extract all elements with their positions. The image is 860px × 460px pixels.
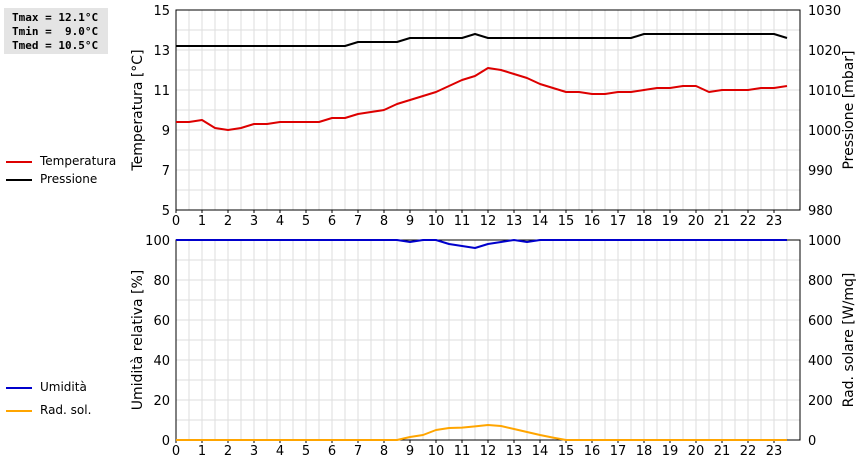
x-tick-label: 22 bbox=[740, 444, 757, 459]
y-left-tick-label: 11 bbox=[153, 84, 170, 99]
tmax-text: Tmax = 12.1°C bbox=[12, 11, 99, 24]
x-tick-label: 20 bbox=[688, 214, 705, 229]
x-tick-label: 1 bbox=[198, 214, 206, 229]
x-tick-label: 21 bbox=[714, 214, 731, 229]
y-right-tick-label: 400 bbox=[808, 354, 833, 369]
y-left-tick-label: 7 bbox=[162, 164, 170, 179]
x-tick-label: 10 bbox=[428, 214, 445, 229]
y-right-tick-label: 1020 bbox=[808, 44, 841, 59]
x-tick-label: 9 bbox=[406, 444, 414, 459]
stats-box: Tmax = 12.1°C Tmin = 9.0°C Tmed = 10.5°C bbox=[4, 8, 108, 54]
y-left-tick-label: 13 bbox=[153, 44, 170, 59]
x-tick-label: 6 bbox=[328, 444, 336, 459]
x-tick-label: 19 bbox=[662, 444, 679, 459]
y-left-tick-label: 40 bbox=[153, 354, 170, 369]
y-right-tick-label: 980 bbox=[808, 204, 833, 219]
x-tick-label: 16 bbox=[584, 214, 601, 229]
y-right-tick-label: 0 bbox=[808, 434, 816, 449]
x-tick-label: 11 bbox=[454, 214, 471, 229]
y-left-tick-label: 15 bbox=[153, 4, 170, 19]
legend-label-pressione: Pressione bbox=[40, 172, 98, 186]
x-tick-label: 17 bbox=[610, 214, 627, 229]
x-tick-label: 23 bbox=[766, 214, 783, 229]
series-line-temperatura bbox=[176, 67, 788, 131]
x-tick-label: 15 bbox=[558, 214, 575, 229]
x-tick-label: 8 bbox=[380, 214, 388, 229]
x-tick-label: 3 bbox=[250, 444, 258, 459]
x-tick-label: 14 bbox=[532, 214, 549, 229]
x-tick-label: 17 bbox=[610, 444, 627, 459]
x-tick-label: 14 bbox=[532, 444, 549, 459]
y-left-axis-label: Umidità relativa [%] bbox=[130, 270, 146, 411]
x-tick-label: 20 bbox=[688, 444, 705, 459]
x-tick-label: 0 bbox=[172, 444, 180, 459]
x-tick-label: 6 bbox=[328, 214, 336, 229]
y-left-tick-label: 20 bbox=[153, 394, 170, 409]
y-right-tick-label: 990 bbox=[808, 164, 833, 179]
y-right-tick-label: 600 bbox=[808, 314, 833, 329]
x-tick-label: 19 bbox=[662, 214, 679, 229]
series-line-pressione bbox=[176, 33, 788, 47]
x-tick-label: 15 bbox=[558, 444, 575, 459]
y-right-tick-label: 1030 bbox=[808, 4, 841, 19]
legend-label-temperatura: Temperatura bbox=[40, 154, 117, 168]
y-right-axis-label: Rad. solare [W/mq] bbox=[841, 273, 857, 408]
y-left-tick-label: 5 bbox=[162, 204, 170, 219]
x-tick-label: 2 bbox=[224, 214, 232, 229]
legend-swatch-temperatura bbox=[6, 161, 32, 163]
x-tick-label: 7 bbox=[354, 214, 362, 229]
y-left-tick-label: 60 bbox=[153, 314, 170, 329]
x-tick-label: 1 bbox=[198, 444, 206, 459]
x-tick-label: 8 bbox=[380, 444, 388, 459]
x-tick-label: 7 bbox=[354, 444, 362, 459]
x-tick-label: 11 bbox=[454, 444, 471, 459]
x-tick-label: 13 bbox=[506, 214, 523, 229]
x-tick-label: 5 bbox=[302, 214, 310, 229]
x-tick-label: 12 bbox=[480, 214, 497, 229]
x-tick-label: 0 bbox=[172, 214, 180, 229]
tmin-text: Tmin = 9.0°C bbox=[12, 25, 99, 38]
x-tick-label: 18 bbox=[636, 214, 653, 229]
legend-swatch-umidita bbox=[6, 387, 32, 389]
tmed-text: Tmed = 10.5°C bbox=[12, 39, 99, 52]
legend-swatch-pressione bbox=[6, 179, 32, 181]
chart-panel-bottom: 0 1 2 3 4 5 6 7 8 9 10 11 12 13 14 15 16 17 18 19 20 21 22 2302… bbox=[130, 234, 857, 459]
x-tick-label: 18 bbox=[636, 444, 653, 459]
y-right-tick-label: 1000 bbox=[808, 124, 841, 139]
x-tick-label: 4 bbox=[276, 214, 284, 229]
y-right-tick-label: 800 bbox=[808, 274, 833, 289]
x-tick-label: 23 bbox=[766, 444, 783, 459]
chart-panel-top: 0 1 2 3 4 5 6 7 8 9 10 11 12 13 14 15 16 17 18 19 20 21 22 2357… bbox=[130, 4, 857, 229]
x-tick-label: 13 bbox=[506, 444, 523, 459]
y-right-tick-label: 1010 bbox=[808, 84, 841, 99]
x-tick-label: 22 bbox=[740, 214, 757, 229]
series-line-umidit bbox=[176, 239, 787, 249]
x-tick-label: 12 bbox=[480, 444, 497, 459]
y-left-tick-label: 0 bbox=[162, 434, 170, 449]
y-left-tick-label: 100 bbox=[145, 234, 170, 249]
x-tick-label: 16 bbox=[584, 444, 601, 459]
x-tick-label: 21 bbox=[714, 444, 731, 459]
x-tick-label: 10 bbox=[428, 444, 445, 459]
y-right-tick-label: 200 bbox=[808, 394, 833, 409]
series-line-rad-sol bbox=[176, 424, 787, 441]
y-left-axis-label: Temperatura [°C] bbox=[130, 49, 146, 171]
y-left-tick-label: 80 bbox=[153, 274, 170, 289]
x-tick-label: 5 bbox=[302, 444, 310, 459]
x-tick-label: 3 bbox=[250, 214, 258, 229]
legend-label-rad-sol: Rad. sol. bbox=[40, 403, 92, 417]
x-tick-label: 2 bbox=[224, 444, 232, 459]
legend-label-umidita: Umidità bbox=[40, 380, 87, 394]
y-left-tick-label: 9 bbox=[162, 124, 170, 139]
y-right-tick-label: 1000 bbox=[808, 234, 841, 249]
y-right-axis-label: Pressione [mbar] bbox=[841, 50, 857, 169]
x-tick-label: 9 bbox=[406, 214, 414, 229]
x-tick-label: 4 bbox=[276, 444, 284, 459]
legend-swatch-rad-sol bbox=[6, 410, 32, 412]
